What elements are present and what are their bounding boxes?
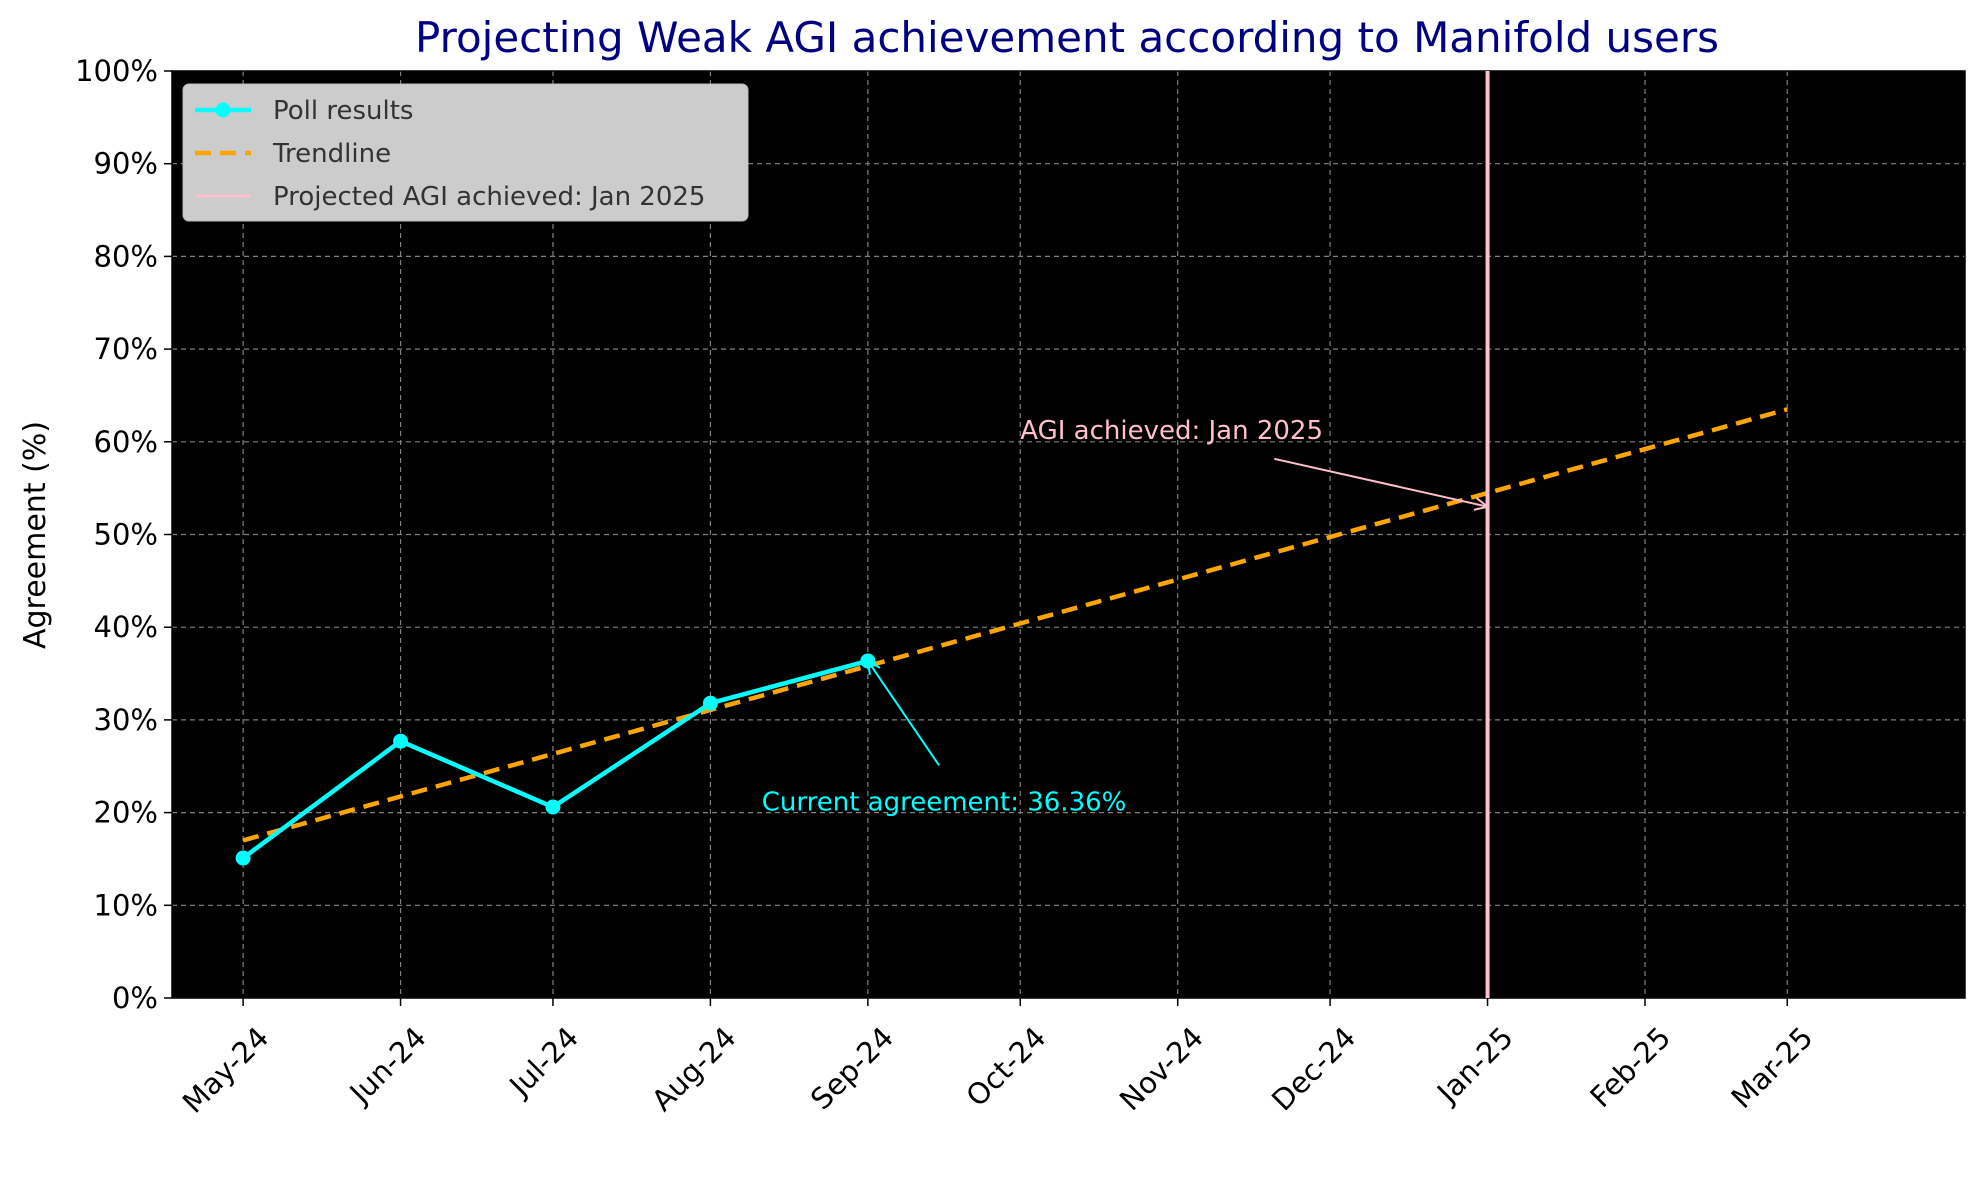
y-tick-label: 20% <box>94 796 158 830</box>
plot-frame <box>171 70 1966 999</box>
x-tick-label: Jan-25 <box>1429 1020 1520 1111</box>
legend-label: Trendline <box>272 139 391 169</box>
annotations: AGI achieved: Jan 2025 Current agreement:… <box>762 416 1490 817</box>
x-tick-label: May-24 <box>176 1020 276 1120</box>
x-tick-label: Jun-24 <box>342 1020 433 1111</box>
y-axis-label: Agreement (%) <box>18 421 53 649</box>
trendline <box>242 407 1788 843</box>
legend-label: Projected AGI achieved: Jan 2025 <box>273 182 705 212</box>
agi-annotation-text: AGI achieved: Jan 2025 <box>1020 416 1323 446</box>
poll-point <box>393 733 409 749</box>
x-tick-label: Sep-24 <box>804 1020 900 1116</box>
poll-point <box>235 850 251 866</box>
legend-label: Poll results <box>273 96 413 126</box>
annotation-arrowhead <box>1473 497 1490 511</box>
y-tick-label: 10% <box>94 888 158 922</box>
y-tick-label: 80% <box>94 239 158 273</box>
y-tick-label: 70% <box>94 332 158 366</box>
annotation-arrow <box>1274 457 1488 508</box>
x-tick-label: Dec-24 <box>1265 1020 1362 1117</box>
x-tick-label: Aug-24 <box>645 1020 743 1118</box>
annotation-arrowhead <box>866 659 881 675</box>
annotation-arrow <box>867 660 940 766</box>
current-annotation-text: Current agreement: 36.36% <box>762 787 1127 817</box>
x-tick-label: Nov-24 <box>1113 1020 1210 1117</box>
y-tick-label: 50% <box>94 518 158 552</box>
poll-point <box>545 799 561 815</box>
y-tick-label: 60% <box>94 425 158 459</box>
y-tick-label: 0% <box>112 981 158 1015</box>
legend: Poll results Trendline Projected AGI achie… <box>182 83 749 222</box>
y-tick-label: 100% <box>75 54 158 88</box>
x-tick-label: Mar-25 <box>1725 1020 1820 1115</box>
poll-point <box>702 695 718 711</box>
legend-box <box>182 83 749 222</box>
x-tick-label: Feb-25 <box>1583 1020 1677 1114</box>
y-tick-label: 90% <box>94 147 158 181</box>
series <box>235 71 1788 998</box>
y-tick-label: 30% <box>94 703 158 737</box>
legend-marker-poll <box>215 102 231 118</box>
chart-title: Projecting Weak AGI achievement accordin… <box>415 13 1719 62</box>
x-tick-label: Jul-24 <box>501 1020 585 1104</box>
y-tick-label: 40% <box>94 610 158 644</box>
x-tick-label: Oct-24 <box>959 1020 1052 1113</box>
